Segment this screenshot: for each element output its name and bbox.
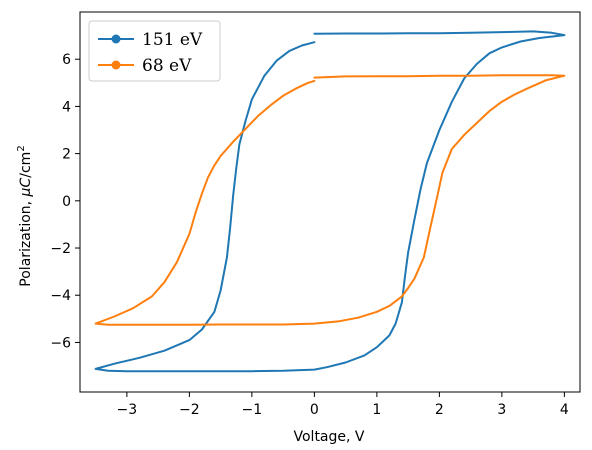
- series-line-1: [94, 74, 566, 326]
- y-tick-label: −6: [50, 335, 71, 351]
- y-tick-label: 6: [62, 52, 71, 68]
- y-tick-label: 2: [62, 147, 71, 163]
- y-axis-label-sup: 2: [16, 145, 27, 151]
- x-tick-label: 3: [497, 402, 506, 418]
- legend: 151 eV 68 eV: [88, 20, 221, 82]
- plot-area: [94, 30, 566, 373]
- y-tick-label: 0: [62, 194, 71, 210]
- plot-frame: [79, 11, 581, 393]
- legend-marker-68ev: [111, 60, 121, 70]
- y-axis-label-c: C: [18, 178, 34, 188]
- x-tick-label: −3: [117, 402, 138, 418]
- x-tick-label: 0: [310, 402, 319, 418]
- y-tick-label: −4: [50, 288, 71, 304]
- legend-label-68ev: 68 eV: [142, 56, 192, 76]
- legend-marker-151ev: [111, 34, 121, 44]
- x-tick-label: 2: [435, 402, 444, 418]
- y-tick-label: −2: [50, 241, 71, 257]
- x-tick-label: −1: [242, 402, 263, 418]
- series-line-0: [94, 30, 566, 373]
- x-tick-label: −2: [179, 402, 200, 418]
- x-axis-label: Voltage, V: [294, 429, 365, 445]
- x-tick-label: 4: [560, 402, 569, 418]
- x-tick-label: 1: [372, 402, 381, 418]
- y-axis-label: Polarization, μC/cm2: [16, 145, 34, 286]
- y-axis-label-mu: μ: [18, 187, 34, 197]
- y-axis-label-unit: /cm: [18, 152, 34, 178]
- axes: −3 −2 −1 0 1 2 3 4 −6 −4 −2 0 2 4 6: [50, 11, 581, 418]
- y-tick-label: 4: [62, 99, 71, 115]
- y-axis-label-prefix: Polarization,: [18, 196, 34, 286]
- legend-label-151ev: 151 eV: [142, 30, 203, 50]
